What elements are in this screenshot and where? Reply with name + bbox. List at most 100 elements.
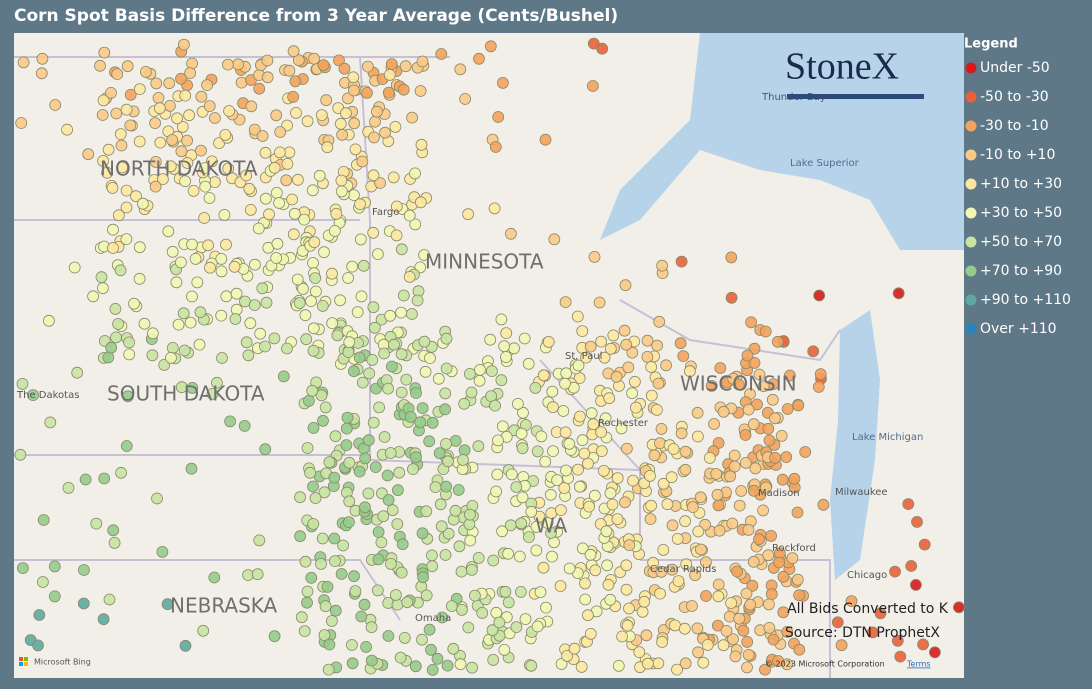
bid-dot	[488, 202, 501, 215]
bid-dot	[742, 524, 755, 536]
bid-dot	[799, 446, 812, 458]
bid-dot	[348, 570, 360, 583]
place-label: Fargo	[372, 207, 399, 218]
legend-swatch	[965, 178, 977, 190]
bid-dot	[452, 484, 465, 496]
bid-dots	[14, 37, 965, 676]
bid-dot	[657, 544, 670, 556]
bid-dot	[329, 555, 341, 567]
bid-dot	[582, 457, 594, 470]
bid-dot	[395, 348, 408, 361]
bid-dot	[576, 542, 589, 555]
bid-dot	[384, 309, 397, 322]
bid-dot	[496, 77, 509, 89]
bid-dot	[531, 620, 544, 633]
bid-dot	[78, 564, 90, 576]
bid-dot	[305, 571, 318, 584]
bid-dot	[425, 549, 438, 562]
bid-dot	[622, 361, 635, 374]
bid-dot	[220, 290, 233, 303]
bid-dot	[620, 338, 633, 351]
bid-dot	[563, 562, 576, 575]
bid-dot	[110, 331, 122, 344]
bid-dot	[111, 68, 124, 80]
bid-dot	[377, 510, 390, 523]
bid-dot	[619, 496, 631, 509]
bid-dot	[307, 344, 320, 357]
bid-dot	[394, 651, 407, 664]
bid-dot	[97, 154, 109, 167]
bid-dot	[473, 52, 485, 65]
bid-dot	[228, 260, 241, 273]
bid-dot	[660, 359, 672, 372]
bid-dot	[299, 555, 312, 568]
bid-dot	[573, 480, 586, 493]
bid-dot	[490, 606, 503, 619]
state-label: MINNESOTA	[425, 250, 544, 274]
bid-dot	[874, 607, 887, 620]
bid-dot	[181, 134, 194, 147]
bid-dot	[679, 515, 691, 528]
bid-dot	[449, 434, 462, 447]
bid-dot	[389, 589, 402, 601]
bid-dot	[254, 327, 267, 340]
bid-dot	[784, 369, 796, 382]
legend-label: +10 to +30	[980, 176, 1062, 192]
bid-dot	[325, 615, 338, 627]
bid-dot	[640, 629, 653, 642]
bid-dot	[490, 485, 503, 498]
bid-dot	[692, 646, 704, 659]
bid-dot	[346, 657, 359, 670]
bid-dot	[166, 134, 179, 146]
bid-dot	[378, 347, 391, 360]
bid-dot	[263, 208, 275, 221]
bid-dot	[248, 299, 261, 312]
bid-dot	[772, 655, 785, 667]
bid-dot	[98, 472, 111, 485]
logo: StoneX	[785, 46, 924, 99]
bid-dot	[395, 306, 408, 319]
bid-dot	[713, 524, 726, 537]
legend-label: Under -50	[980, 60, 1050, 76]
bid-dot	[354, 198, 366, 211]
bid-dot	[206, 387, 219, 400]
bid-dot	[595, 426, 607, 439]
bid-dot	[953, 601, 965, 614]
bid-dot	[361, 87, 373, 99]
bid-dot	[290, 107, 302, 119]
bid-dot	[191, 276, 204, 289]
bid-dot	[472, 552, 485, 564]
bid-dot	[763, 622, 776, 634]
bid-dot	[712, 619, 724, 632]
bid-dot	[892, 287, 905, 300]
bid-dot	[179, 175, 192, 188]
bid-dot	[172, 318, 185, 331]
bid-dot	[248, 258, 261, 271]
bid-dot	[151, 492, 163, 505]
bid-dot	[323, 456, 336, 469]
bid-dot	[251, 568, 264, 581]
bid-dot	[500, 351, 512, 363]
bid-dot	[679, 463, 692, 476]
bid-dot	[293, 297, 306, 309]
bid-dot	[323, 638, 336, 651]
bid-dot	[186, 290, 198, 303]
bid-dot	[321, 581, 334, 593]
bid-dot	[902, 498, 915, 511]
terms-link[interactable]: Terms	[906, 660, 931, 669]
bid-dot	[94, 59, 106, 72]
bid-dot	[334, 294, 347, 307]
bid-dot	[641, 334, 654, 347]
bid-dot	[866, 626, 879, 639]
bid-dot	[671, 663, 683, 676]
bid-dot	[431, 652, 444, 665]
bid-dot	[230, 287, 243, 300]
bid-dot	[383, 69, 396, 81]
bid-dot	[651, 339, 663, 352]
bid-dot	[166, 245, 179, 258]
place-label: Lake Superior	[790, 158, 860, 169]
bid-dot	[295, 611, 308, 624]
bid-dot	[301, 585, 314, 598]
bid-dot	[256, 130, 269, 142]
bid-dot	[474, 363, 486, 376]
